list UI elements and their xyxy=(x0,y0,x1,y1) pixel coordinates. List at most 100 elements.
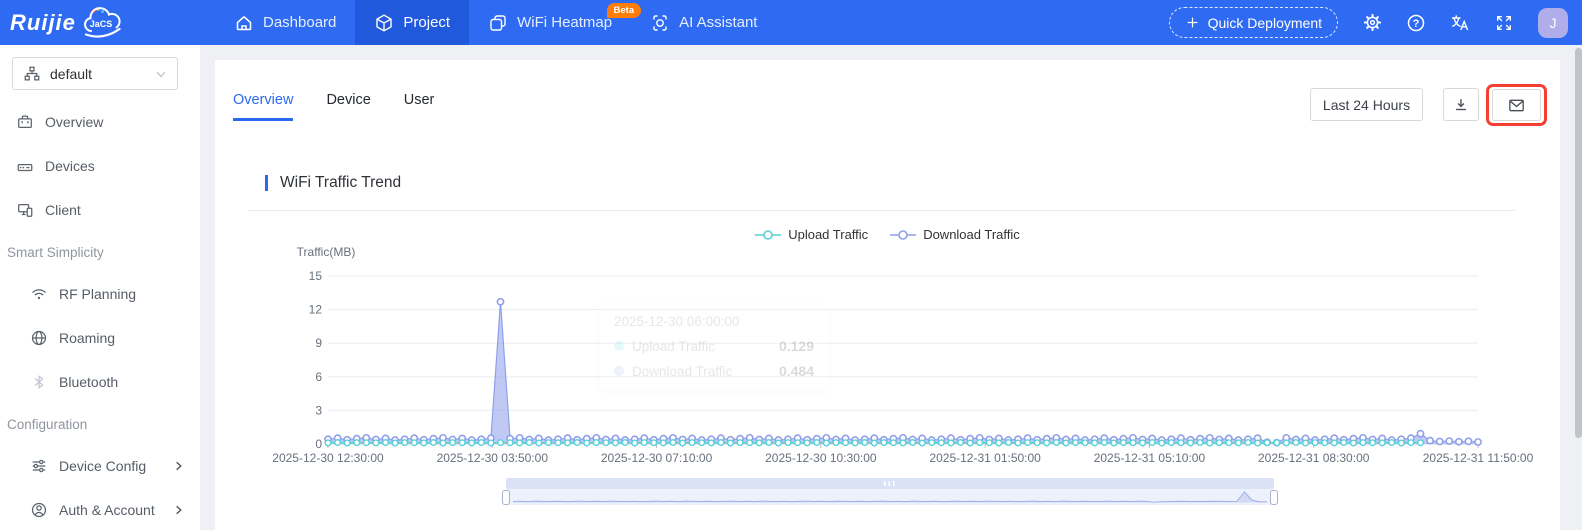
top-navbar: Ruijie JaCS Dashboard Project WiFi Heatm… xyxy=(0,0,1582,45)
email-report-button[interactable] xyxy=(1492,89,1541,121)
svg-text:Traffic(MB): Traffic(MB) xyxy=(297,245,356,259)
sidebar-item-bluetooth[interactable]: Bluetooth xyxy=(0,360,200,404)
tab-bar: Overview Device User xyxy=(233,92,434,121)
tab-device[interactable]: Device xyxy=(326,92,371,108)
envelope-icon xyxy=(1509,99,1524,111)
svg-text:6: 6 xyxy=(315,370,322,384)
legend-download-traffic[interactable]: Download Traffic xyxy=(890,227,1020,242)
svg-text:15: 15 xyxy=(309,269,323,283)
download-icon xyxy=(1456,98,1466,110)
logo-text: Ruijie xyxy=(10,9,76,35)
chart-tooltip: 2025-12-30 06:00:00 Upload Traffic 0.129… xyxy=(600,304,828,389)
chart-legend: Upload Traffic Download Traffic xyxy=(215,227,1560,242)
sidebar-item-roaming[interactable]: Roaming xyxy=(0,316,200,360)
slider-handle-right[interactable] xyxy=(1270,489,1278,505)
sidebar-label: Device Config xyxy=(59,458,147,474)
plus-icon xyxy=(1187,17,1197,28)
svg-text:2025-12-31 05:10:00: 2025-12-31 05:10:00 xyxy=(1094,451,1206,465)
fullscreen-icon[interactable] xyxy=(1494,13,1514,33)
page-scrollbar-thumb[interactable] xyxy=(1575,48,1582,438)
sliders-icon xyxy=(32,459,46,473)
tooltip-value: 0.484 xyxy=(778,363,814,379)
nav-item-ai-assistant[interactable]: AI Assistant xyxy=(631,0,776,45)
sidebar-label: Auth & Account xyxy=(59,502,155,518)
title-accent-bar xyxy=(265,175,268,191)
quick-deployment-label: Quick Deployment xyxy=(1207,14,1322,31)
download-dot xyxy=(614,366,624,376)
sidebar-item-rf-planning[interactable]: RF Planning xyxy=(0,272,200,316)
nav-label-dashboard: Dashboard xyxy=(263,14,337,31)
heatmap-layers-icon xyxy=(490,14,506,31)
sidebar-label: Bluetooth xyxy=(59,374,119,390)
user-avatar[interactable]: J xyxy=(1538,7,1568,38)
chevron-right-icon xyxy=(176,461,182,471)
selector-value: default xyxy=(50,65,93,82)
globe-icon xyxy=(31,330,47,346)
sidebar-section-smart-simplicity: Smart Simplicity xyxy=(7,244,104,260)
devices-icon xyxy=(17,164,33,172)
nav-menu: Dashboard Project WiFi Heatmap Beta AI A… xyxy=(215,0,776,45)
beta-badge: Beta xyxy=(606,3,642,18)
cloud-logo-icon: JaCS xyxy=(83,6,121,38)
chevron-right-icon xyxy=(176,505,182,515)
chevron-down-icon xyxy=(156,71,166,77)
svg-text:2025-12-31 08:30:00: 2025-12-31 08:30:00 xyxy=(1258,451,1370,465)
dashboard-home-icon xyxy=(236,15,252,30)
sidebar-label: RF Planning xyxy=(59,286,137,302)
main-content-card: Overview Device User Last 24 Hours WiFi … xyxy=(215,60,1560,530)
section-title-text: WiFi Traffic Trend xyxy=(280,174,402,191)
svg-text:3: 3 xyxy=(315,403,322,417)
bluetooth-icon xyxy=(34,375,44,389)
svg-text:2025-12-31 11:50:00: 2025-12-31 11:50:00 xyxy=(1423,451,1534,465)
sidebar-section-configuration: Configuration xyxy=(7,416,88,432)
sidebar-label: Roaming xyxy=(59,330,116,346)
upload-dot xyxy=(614,341,624,351)
language-translate-icon[interactable] xyxy=(1450,13,1470,33)
svg-text:2025-12-31 01:50:00: 2025-12-31 01:50:00 xyxy=(929,451,1041,465)
nav-right-cluster: Quick Deployment ? J xyxy=(1168,0,1568,45)
nav-item-dashboard[interactable]: Dashboard xyxy=(215,0,355,45)
svg-text:12: 12 xyxy=(309,303,323,317)
legend-label: Upload Traffic xyxy=(788,227,869,242)
svg-text:JaCS: JaCS xyxy=(90,19,113,29)
svg-text:2025-12-30 07:10:00: 2025-12-30 07:10:00 xyxy=(601,451,713,465)
download-button[interactable] xyxy=(1443,88,1479,121)
legend-label: Download Traffic xyxy=(923,227,1020,242)
legend-marker xyxy=(890,229,917,240)
data-zoom-slider[interactable] xyxy=(502,478,1278,505)
nav-label-wifi-heatmap: WiFi Heatmap xyxy=(517,14,613,31)
slider-track[interactable] xyxy=(506,489,1274,505)
sidebar-label: Overview xyxy=(45,114,104,130)
slider-handle-left[interactable] xyxy=(502,489,510,505)
tooltip-value: 0.129 xyxy=(778,338,814,354)
svg-text:0: 0 xyxy=(315,437,322,451)
svg-text:?: ? xyxy=(1413,18,1420,30)
sidebar-item-devices[interactable]: Devices xyxy=(0,144,200,188)
sidebar-label: Devices xyxy=(45,158,95,174)
sidebar-item-device-config[interactable]: Device Config xyxy=(0,444,200,488)
nav-item-wifi-heatmap[interactable]: WiFi Heatmap Beta xyxy=(469,0,642,45)
divider xyxy=(248,210,1516,211)
tab-user[interactable]: User xyxy=(403,92,435,108)
client-icon xyxy=(18,203,33,217)
ruijie-logo: Ruijie JaCS xyxy=(10,0,126,45)
sidebar-item-auth-account[interactable]: Auth & Account xyxy=(0,488,200,530)
sidebar-label: Client xyxy=(45,202,81,218)
traffic-chart: 0 3 6 9 12 15 Traffic(MB) 2025-12-30 12:30:00 20… xyxy=(272,245,1534,465)
legend-upload-traffic[interactable]: Upload Traffic xyxy=(755,227,868,242)
quick-deployment-button[interactable]: Quick Deployment xyxy=(1168,7,1338,38)
nav-item-project[interactable]: Project xyxy=(355,0,470,45)
sidebar-item-client[interactable]: Client xyxy=(0,188,200,232)
sidebar-item-overview[interactable]: Overview xyxy=(0,100,200,144)
slider-move-handle[interactable] xyxy=(506,478,1274,489)
svg-text:9: 9 xyxy=(315,336,322,350)
settings-gear-icon[interactable] xyxy=(1362,13,1382,33)
help-icon[interactable]: ? xyxy=(1406,13,1426,33)
annotation-highlight-box xyxy=(1486,84,1547,126)
project-selector[interactable]: default xyxy=(12,57,178,90)
time-range-button[interactable]: Last 24 Hours xyxy=(1310,88,1423,121)
nav-label-ai-assistant: AI Assistant xyxy=(679,14,758,31)
grip-icon xyxy=(883,481,897,486)
user-account-icon xyxy=(31,502,47,518)
tab-overview[interactable]: Overview xyxy=(233,92,294,121)
